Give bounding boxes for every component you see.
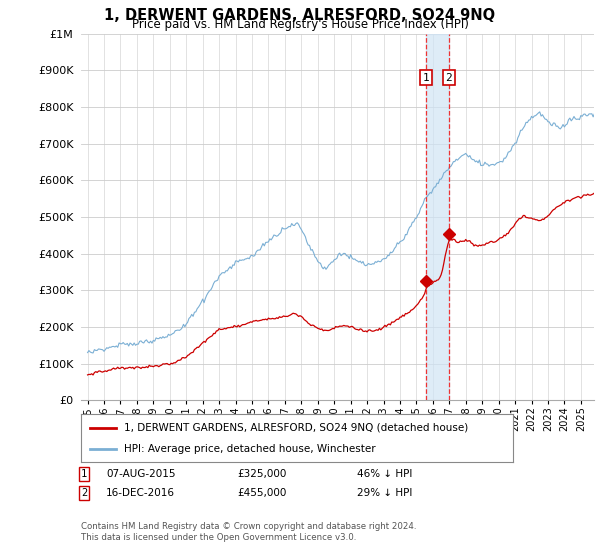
Text: This data is licensed under the Open Government Licence v3.0.: This data is licensed under the Open Gov… — [81, 533, 356, 542]
Text: 2: 2 — [81, 488, 87, 498]
Text: £325,000: £325,000 — [237, 469, 286, 479]
Text: 1, DERWENT GARDENS, ALRESFORD, SO24 9NQ (detached house): 1, DERWENT GARDENS, ALRESFORD, SO24 9NQ … — [124, 423, 469, 433]
Text: 1, DERWENT GARDENS, ALRESFORD, SO24 9NQ: 1, DERWENT GARDENS, ALRESFORD, SO24 9NQ — [104, 8, 496, 24]
Text: £455,000: £455,000 — [237, 488, 286, 498]
Text: 16-DEC-2016: 16-DEC-2016 — [106, 488, 175, 498]
Text: Price paid vs. HM Land Registry's House Price Index (HPI): Price paid vs. HM Land Registry's House … — [131, 18, 469, 31]
Text: HPI: Average price, detached house, Winchester: HPI: Average price, detached house, Winc… — [124, 444, 376, 454]
Text: 07-AUG-2015: 07-AUG-2015 — [106, 469, 176, 479]
Text: 1: 1 — [81, 469, 87, 479]
Text: 29% ↓ HPI: 29% ↓ HPI — [357, 488, 412, 498]
Text: 1: 1 — [423, 73, 430, 83]
Text: 2: 2 — [445, 73, 452, 83]
Text: Contains HM Land Registry data © Crown copyright and database right 2024.: Contains HM Land Registry data © Crown c… — [81, 522, 416, 531]
Bar — [426, 34, 449, 400]
Text: 46% ↓ HPI: 46% ↓ HPI — [357, 469, 412, 479]
